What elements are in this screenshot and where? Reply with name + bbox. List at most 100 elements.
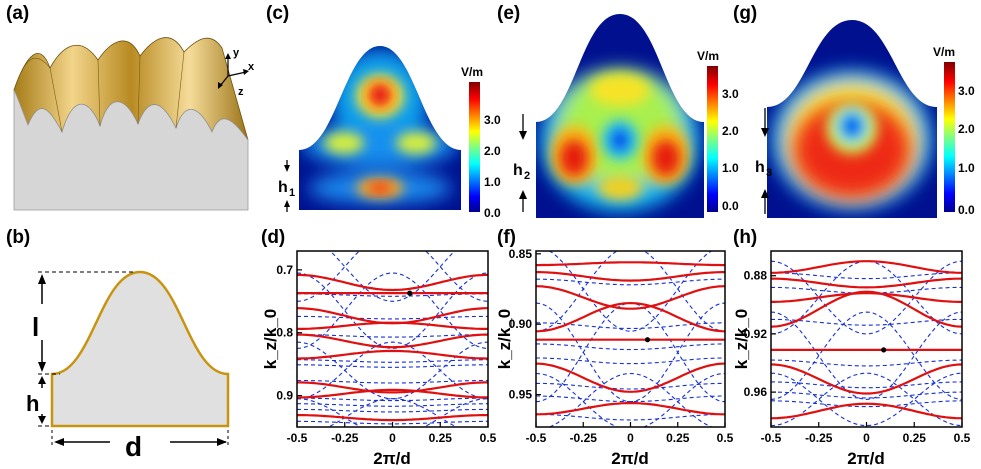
- blue-band-flat-3: [771, 359, 962, 367]
- y-tick-label: 0.88: [744, 269, 768, 283]
- y-tick-label: 0.92: [744, 327, 768, 341]
- profile-fill: [52, 272, 228, 426]
- red-band-1: [536, 271, 725, 282]
- colorbar-c-unit: V/m: [461, 65, 483, 79]
- red-band-0: [297, 273, 488, 292]
- x-tick-label: 0.5: [480, 431, 497, 445]
- profile-curve: [50, 270, 230, 428]
- blue-band-cross-1b: [297, 272, 488, 349]
- blue-band-cross-0b: [536, 251, 725, 332]
- plot-d-ylabel: k_z/k_0: [261, 309, 280, 370]
- red-band-6: [771, 402, 962, 420]
- y-tick-label: 0.8: [276, 326, 293, 340]
- coordinate-axes: y x z: [218, 47, 255, 98]
- y-tick-label: 0.7: [276, 263, 293, 277]
- x-tick-label: -0.5: [526, 431, 547, 445]
- blue-band-cross-0a: [771, 260, 962, 335]
- band-plot-h: -0.5 -0.25 0 0.25 0.5 0.88 0.92 0.96 2π/d k_z/k…: [732, 250, 971, 468]
- h3-subscript: 3: [766, 167, 772, 179]
- red-band-5: [297, 349, 488, 360]
- band-crossing-marker: [407, 290, 413, 296]
- red-band-0: [536, 261, 725, 267]
- panel-label-d: (d): [261, 227, 285, 248]
- blue-band-flat-7: [297, 403, 488, 407]
- colorbar-g-tick-0: 0.0: [958, 203, 975, 217]
- red-band-3: [771, 290, 962, 328]
- blue-band-flat-9: [297, 420, 488, 425]
- h2-subscript: 2: [524, 170, 530, 182]
- blue-band-cross-1a: [297, 272, 488, 349]
- profile-diagram: l h d: [26, 270, 230, 462]
- x-tick-label: -0.25: [570, 431, 598, 445]
- x-tick-label: -0.25: [331, 431, 359, 445]
- plot-d-xlabel: 2π/d: [373, 449, 411, 468]
- blue-band-flat-6: [536, 413, 725, 421]
- height-marker-h3: h 3: [755, 108, 772, 214]
- red-band-8: [297, 414, 488, 422]
- colorbar-e-gradient: [707, 66, 718, 212]
- blue-band-flat-2: [771, 318, 962, 326]
- blue-band-flat-3: [536, 357, 725, 365]
- blue-band-flat-0: [771, 272, 962, 280]
- axis-x-label: x: [248, 61, 255, 73]
- blue-band-cross-1b: [536, 302, 725, 403]
- blue-band-flat-8: [297, 408, 488, 413]
- red-band-6: [536, 402, 725, 416]
- colorbar-g-tick-3: 3.0: [958, 84, 975, 98]
- colorbar-e: V/m 3.0 2.0 1.0 0.0: [697, 49, 739, 213]
- x-tick-label: 0.5: [954, 431, 971, 445]
- x-tick-label: -0.5: [287, 431, 308, 445]
- panel-label-e: (e): [497, 3, 520, 24]
- field-map-e: h 2 V/m 3.0 2.0 1.0 0.0: [513, 14, 739, 218]
- blue-band-flat-0: [297, 293, 488, 297]
- red-band-5: [536, 362, 725, 393]
- colorbar-c: V/m 3.0 2.0 1.0 0.0: [461, 65, 501, 220]
- x-tick-label: 0.25: [666, 431, 690, 445]
- red-band-5: [771, 363, 962, 395]
- blue-band-flat-4: [297, 364, 488, 368]
- red-band-4: [297, 333, 488, 349]
- red-band-1: [771, 277, 962, 289]
- height-marker-h1: h 1: [278, 160, 295, 212]
- axis-z-label: z: [238, 86, 244, 98]
- blue-band-flat-1: [297, 315, 488, 320]
- colorbar-g-gradient: [944, 62, 955, 212]
- y-tick-label: 0.9: [276, 389, 293, 403]
- red-band-7: [297, 388, 488, 399]
- blue-band-flat-6: [297, 397, 488, 402]
- red-band-3: [536, 301, 725, 333]
- field-map-c: h 1 V/m 3.0 2.0 1.0 0.0: [278, 46, 501, 220]
- plot-f-ylabel: k_z/k_0: [495, 309, 514, 370]
- y-tick-label: 0.90: [509, 317, 533, 331]
- plot-h-frame: [770, 250, 963, 428]
- x-tick-label: -0.25: [805, 431, 833, 445]
- axis-y-label: y: [233, 47, 240, 59]
- red-band-2: [536, 285, 725, 310]
- y-tick-label: 0.96: [744, 385, 768, 399]
- blue-band-cross-0b: [297, 251, 488, 302]
- x-tick-label: 0: [627, 431, 634, 445]
- blue-band-cross-0a: [548, 251, 713, 332]
- colorbar-c-tick-3: 3.0: [484, 113, 501, 127]
- red-band-6: [297, 381, 488, 394]
- panel-label-g: (g): [733, 3, 757, 24]
- blue-band-cross-0a: [329, 251, 456, 302]
- blue-band-cross-0b: [771, 260, 962, 335]
- h1-label: h: [278, 179, 288, 196]
- colorbar-g-unit: V/m: [933, 45, 955, 59]
- blue-band-flat-1: [771, 286, 962, 294]
- h3-label: h: [755, 159, 765, 176]
- surface-front-face: [13, 89, 249, 211]
- surface-3d: [13, 37, 249, 211]
- red-band-0: [771, 260, 962, 274]
- blue-band-cross-2a: [771, 372, 962, 427]
- colorbar-g: V/m 3.0 2.0 1.0 0.0: [933, 45, 975, 217]
- colorbar-g-tick-1: 1.0: [958, 161, 975, 175]
- blue-band-cross-2b: [548, 372, 713, 427]
- blue-band-flat-0: [536, 278, 725, 286]
- x-tick-label: 0: [863, 431, 870, 445]
- colorbar-c-gradient: [469, 82, 480, 212]
- label-l: l: [32, 312, 39, 342]
- panel-label-h: (h): [733, 227, 757, 248]
